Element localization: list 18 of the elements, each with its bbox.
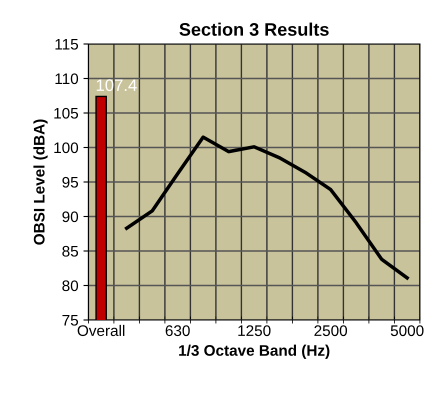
- y-axis-title: OBSI Level (dBA): [33, 120, 48, 245]
- y-tick-label: 95: [62, 176, 78, 188]
- y-tick-label: 115: [55, 39, 78, 50]
- x-tick-label: 630: [166, 325, 190, 336]
- y-tick-label: 110: [55, 73, 78, 84]
- y-tick-label: 90: [62, 211, 78, 222]
- x-tick-label: Overall: [78, 324, 124, 336]
- x-tick-label: 2500: [314, 325, 348, 336]
- y-tick-label: 100: [54, 142, 78, 154]
- y-tick-label: 80: [62, 280, 78, 292]
- y-tick-label: 75: [62, 315, 78, 326]
- x-tick-label: 1250: [238, 325, 271, 336]
- x-tick-label: 5000: [390, 325, 424, 336]
- y-tick-label: 105: [54, 108, 78, 119]
- x-axis-title: 1/3 Octave Band (Hz): [179, 344, 330, 359]
- chart-title: Section 3 Results: [179, 22, 329, 36]
- line-series: [124, 135, 409, 280]
- y-tick-label: 85: [62, 246, 78, 257]
